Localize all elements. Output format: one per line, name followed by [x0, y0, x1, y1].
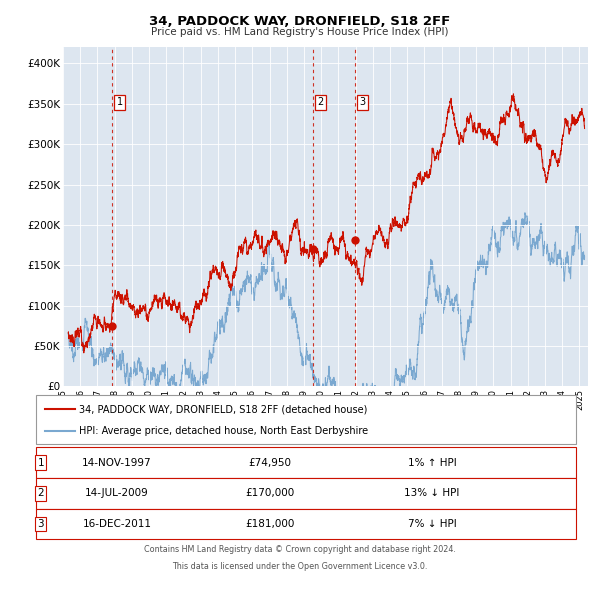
- Text: 3: 3: [37, 519, 44, 529]
- Text: 2: 2: [37, 489, 44, 498]
- Text: 14-NOV-1997: 14-NOV-1997: [82, 458, 152, 467]
- Text: 1: 1: [117, 97, 123, 107]
- Text: 2: 2: [317, 97, 323, 107]
- Text: 7% ↓ HPI: 7% ↓ HPI: [407, 519, 457, 529]
- Text: 34, PADDOCK WAY, DRONFIELD, S18 2FF (detached house): 34, PADDOCK WAY, DRONFIELD, S18 2FF (det…: [79, 404, 368, 414]
- Text: £170,000: £170,000: [245, 489, 295, 498]
- Text: Contains HM Land Registry data © Crown copyright and database right 2024.: Contains HM Land Registry data © Crown c…: [144, 545, 456, 554]
- Text: This data is licensed under the Open Government Licence v3.0.: This data is licensed under the Open Gov…: [172, 562, 428, 571]
- Text: 3: 3: [359, 97, 365, 107]
- Text: 16-DEC-2011: 16-DEC-2011: [83, 519, 151, 529]
- Text: HPI: Average price, detached house, North East Derbyshire: HPI: Average price, detached house, Nort…: [79, 425, 368, 435]
- Text: £181,000: £181,000: [245, 519, 295, 529]
- Text: 1% ↑ HPI: 1% ↑ HPI: [407, 458, 457, 467]
- Text: Price paid vs. HM Land Registry's House Price Index (HPI): Price paid vs. HM Land Registry's House …: [151, 27, 449, 37]
- Text: 14-JUL-2009: 14-JUL-2009: [85, 489, 149, 498]
- Text: £74,950: £74,950: [248, 458, 292, 467]
- Text: 13% ↓ HPI: 13% ↓ HPI: [404, 489, 460, 498]
- Text: 34, PADDOCK WAY, DRONFIELD, S18 2FF: 34, PADDOCK WAY, DRONFIELD, S18 2FF: [149, 15, 451, 28]
- Text: 1: 1: [37, 458, 44, 467]
